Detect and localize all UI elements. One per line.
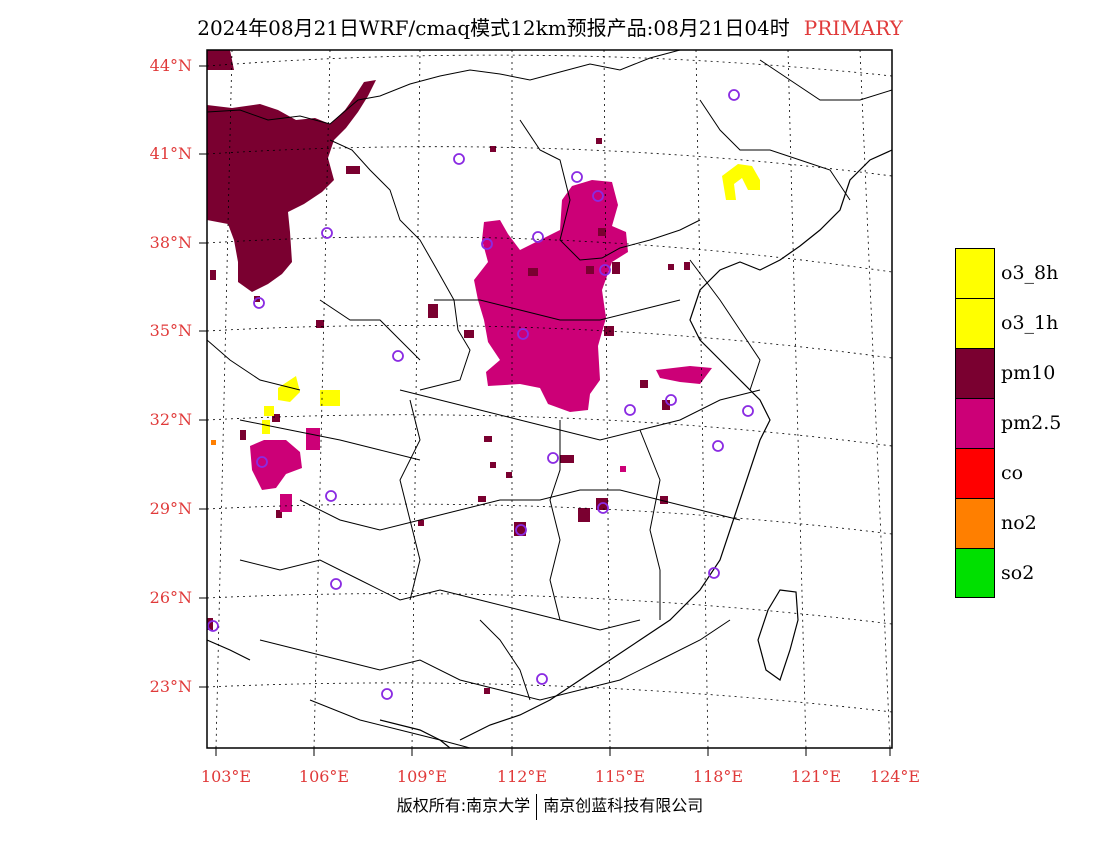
station-marker	[381, 688, 393, 700]
station-marker	[599, 264, 611, 276]
station-marker	[515, 524, 527, 536]
lon-label: 112°E	[497, 767, 547, 786]
pollutant-legend: o3_8h o3_1h pm10 pm2.5 co no2 so2	[955, 248, 1061, 598]
lon-label: 103°E	[201, 767, 251, 786]
lat-label: 35°N	[150, 321, 192, 340]
copyright-footer: 版权所有:南京大学 南京创蓝科技有限公司	[0, 792, 1100, 820]
station-marker	[728, 89, 740, 101]
station-marker	[256, 456, 268, 468]
legend-item: o3_1h	[955, 298, 1061, 348]
station-marker	[536, 673, 548, 685]
lat-label: 23°N	[150, 677, 192, 696]
legend-label: o3_1h	[1001, 312, 1059, 334]
station-markers	[207, 89, 754, 700]
legend-item: no2	[955, 498, 1061, 548]
station-marker	[592, 190, 604, 202]
axis-ticks	[199, 65, 891, 756]
latitude-labels: 44°N 41°N 38°N 35°N 32°N 29°N 26°N 23°N	[150, 56, 192, 696]
o3-regions	[262, 164, 760, 434]
pm25-scatter	[280, 336, 626, 512]
legend-item: o3_8h	[955, 248, 1061, 298]
map-title: 2024年08月21日WRF/cmaq模式12km预报产品:08月21日04时 P…	[0, 12, 1100, 41]
graticule	[207, 50, 892, 748]
no2-pixel	[211, 440, 216, 445]
title-tag: PRIMARY	[803, 16, 903, 40]
lat-label: 32°N	[150, 410, 192, 429]
legend-swatch	[955, 248, 995, 298]
longitude-labels: 103°E 106°E 109°E 112°E 115°E 118°E 121°…	[201, 767, 920, 786]
legend-swatch	[955, 348, 995, 398]
station-marker	[253, 297, 265, 309]
legend-swatch	[955, 498, 995, 548]
pm25-region-central	[474, 180, 628, 412]
station-marker	[571, 171, 583, 183]
lat-label: 26°N	[150, 588, 192, 607]
legend-swatch	[955, 298, 995, 348]
station-marker	[325, 490, 337, 502]
lat-label: 41°N	[150, 144, 192, 163]
o3-region-west	[278, 376, 300, 402]
lat-label: 44°N	[150, 56, 192, 75]
pm25-region-southwest	[250, 440, 302, 490]
station-marker	[708, 567, 720, 579]
o3-region-northeast	[722, 164, 760, 200]
lon-label: 106°E	[299, 767, 349, 786]
legend-label: pm2.5	[1001, 412, 1062, 434]
station-marker	[453, 153, 465, 165]
copyright-right: 南京创蓝科技有限公司	[543, 796, 704, 815]
station-marker	[532, 231, 544, 243]
province-boundaries	[207, 50, 892, 748]
legend-label: so2	[1001, 562, 1035, 584]
station-marker	[624, 404, 636, 416]
station-marker	[330, 578, 342, 590]
lon-label: 124°E	[870, 767, 920, 786]
station-marker	[597, 502, 609, 514]
footer-separator	[536, 793, 538, 820]
lat-label: 38°N	[150, 233, 192, 252]
station-marker	[481, 238, 493, 250]
station-marker	[392, 350, 404, 362]
legend-label: pm10	[1001, 362, 1056, 384]
station-marker	[517, 328, 529, 340]
legend-label: no2	[1001, 512, 1037, 534]
lat-label: 29°N	[150, 499, 192, 518]
legend-item: so2	[955, 548, 1061, 598]
legend-swatch	[955, 398, 995, 448]
coastline	[207, 149, 892, 748]
station-marker	[712, 440, 724, 452]
station-marker	[207, 620, 219, 632]
legend-label: co	[1001, 462, 1024, 484]
lon-label: 115°E	[595, 767, 645, 786]
pm25-region-east	[656, 366, 712, 384]
title-main: 2024年08月21日WRF/cmaq模式12km预报产品:08月21日04时	[197, 16, 790, 40]
pm10-region-corner	[207, 50, 234, 70]
legend-swatch	[955, 448, 995, 498]
station-marker	[742, 405, 754, 417]
lon-label: 118°E	[693, 767, 743, 786]
legend-item: co	[955, 448, 1061, 498]
legend-item: pm10	[955, 348, 1061, 398]
lon-label: 109°E	[397, 767, 447, 786]
lon-label: 121°E	[791, 767, 841, 786]
station-marker	[321, 227, 333, 239]
legend-swatch	[955, 548, 995, 598]
legend-label: o3_8h	[1001, 262, 1059, 284]
pm10-region-northwest	[207, 80, 376, 292]
station-marker	[547, 452, 559, 464]
legend-item: pm2.5	[955, 398, 1061, 448]
station-marker	[665, 394, 677, 406]
map-frame	[206, 49, 893, 749]
copyright-left: 版权所有:南京大学	[396, 796, 531, 815]
